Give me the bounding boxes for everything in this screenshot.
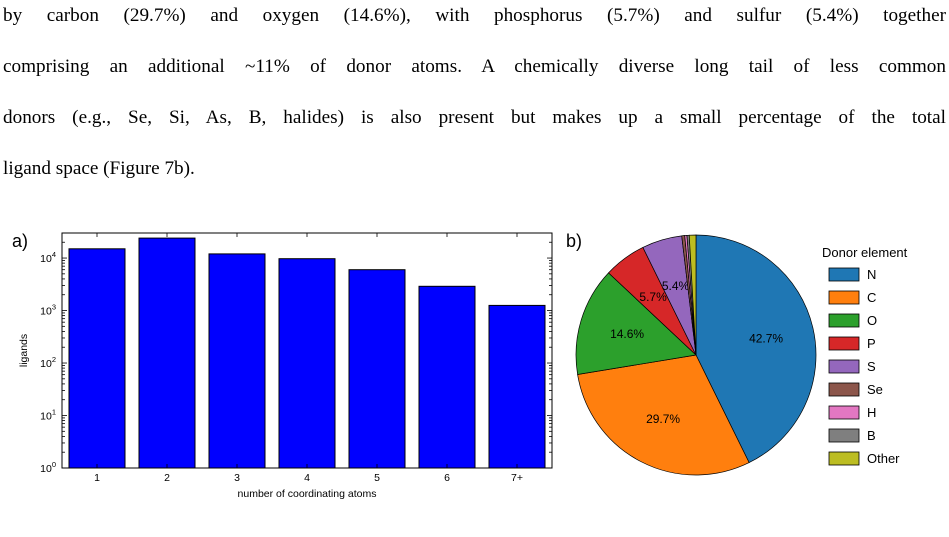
legend-swatch: [828, 405, 860, 420]
y-tick-label: 103: [40, 303, 56, 318]
y-tick-base: 10: [40, 463, 52, 475]
legend-label: Other: [867, 451, 900, 466]
legend-swatch: [828, 382, 860, 397]
legend-swatch: [828, 428, 860, 443]
paragraph-line: by carbon (29.7%) and oxygen (14.6%), wi…: [3, 5, 946, 26]
bar: [348, 269, 406, 469]
bar: [418, 285, 476, 469]
bar: [278, 258, 336, 469]
legend-swatch: [828, 359, 860, 374]
y-tick-label: 102: [40, 355, 56, 370]
legend-label: P: [867, 336, 876, 351]
y-tick-exponent: 2: [52, 355, 56, 364]
x-tick-label: 4: [304, 472, 310, 484]
legend-label: Se: [867, 382, 883, 397]
x-axis-label: number of coordinating atoms: [238, 488, 377, 500]
y-tick-base: 10: [40, 411, 52, 423]
bar: [488, 304, 546, 469]
x-tick-label: 1: [94, 472, 100, 484]
x-tick-label: 2: [164, 472, 170, 484]
y-tick-base: 10: [40, 253, 52, 265]
y-tick-label: 101: [40, 408, 56, 423]
y-tick-exponent: 4: [52, 250, 56, 259]
y-tick-exponent: 3: [52, 303, 56, 312]
legend-label: S: [867, 359, 876, 374]
legend-label: C: [867, 290, 876, 305]
legend-swatch: [828, 336, 860, 351]
pie-slice: [695, 234, 817, 464]
legend-label: B: [867, 428, 876, 443]
pie-slice-label: 29.7%: [646, 412, 680, 426]
paragraph-line: comprising an additional ~11% of donor a…: [3, 56, 946, 77]
panel-a-label: a): [12, 231, 28, 251]
legend-swatch: [828, 267, 860, 282]
y-tick-exponent: 1: [52, 408, 56, 417]
pie-slice-label: 42.7%: [749, 332, 783, 346]
x-tick-label: 3: [234, 472, 240, 484]
pie-slice-label: 5.7%: [639, 290, 667, 304]
y-tick-label: 100: [40, 460, 56, 475]
legend-swatch: [828, 313, 860, 328]
legend-swatch: [828, 451, 860, 466]
legend-swatch: [828, 290, 860, 305]
legend-label: O: [867, 313, 877, 328]
x-tick-label: 5: [374, 472, 380, 484]
y-tick-base: 10: [40, 358, 52, 370]
y-tick-exponent: 0: [52, 460, 56, 469]
y-tick-base: 10: [40, 306, 52, 318]
y-axis-label: ligands: [18, 334, 30, 367]
legend-title: Donor element: [822, 245, 908, 260]
pie-slice-label: 5.4%: [662, 279, 690, 293]
paragraph-line: ligand space (Figure 7b).: [3, 158, 195, 179]
pie-slice: [575, 272, 697, 375]
bar: [68, 248, 126, 469]
x-tick-label: 6: [444, 472, 450, 484]
pie-chart: 42.7% 29.7% 14.6% 5.7%5.4%: [575, 234, 817, 476]
pie-slice: [577, 354, 750, 476]
legend-label: H: [867, 405, 876, 420]
pie-slice-label: 14.6%: [610, 327, 644, 341]
y-tick-label: 104: [40, 250, 56, 265]
x-tick-label: 7+: [511, 472, 523, 484]
legend-label: N: [867, 267, 876, 282]
pie-slice: [688, 234, 697, 356]
panel-b-label: b): [566, 231, 582, 251]
paragraph-line: donors (e.g., Se, Si, As, B, halides) is…: [3, 107, 946, 128]
bar: [138, 237, 196, 469]
bar: [208, 253, 266, 469]
